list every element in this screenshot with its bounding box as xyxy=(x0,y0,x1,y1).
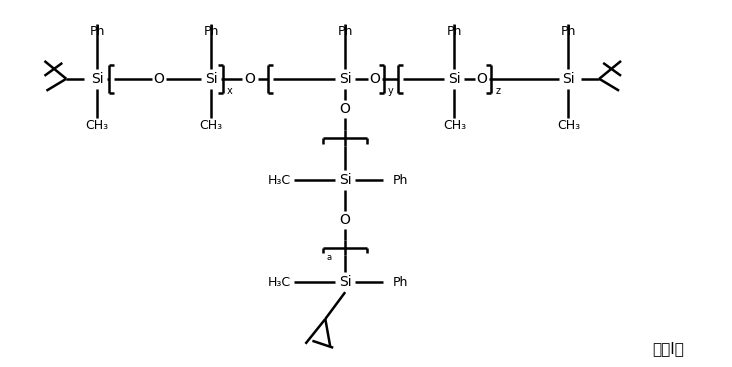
Text: z: z xyxy=(496,86,501,96)
Text: H₃C: H₃C xyxy=(267,276,291,289)
Text: Si: Si xyxy=(448,72,460,86)
Text: CH₃: CH₃ xyxy=(200,119,223,132)
Text: Ph: Ph xyxy=(337,25,353,38)
Text: Si: Si xyxy=(339,173,351,187)
Text: Si: Si xyxy=(339,72,351,86)
Text: Si: Si xyxy=(205,72,217,86)
Text: Ph: Ph xyxy=(393,276,408,289)
Text: Ph: Ph xyxy=(393,174,408,186)
Text: CH₃: CH₃ xyxy=(86,119,108,132)
Text: Si: Si xyxy=(562,72,575,86)
Text: CH₃: CH₃ xyxy=(557,119,580,132)
Text: Ph: Ph xyxy=(89,25,105,38)
Text: 式（I）: 式（I） xyxy=(651,341,684,356)
Text: O: O xyxy=(340,213,351,227)
Text: Ph: Ph xyxy=(561,25,576,38)
Text: O: O xyxy=(370,72,381,86)
Text: H₃C: H₃C xyxy=(267,174,291,186)
Text: O: O xyxy=(244,72,255,86)
Text: Ph: Ph xyxy=(203,25,219,38)
Text: O: O xyxy=(477,72,488,86)
Text: x: x xyxy=(227,86,233,96)
Text: CH₃: CH₃ xyxy=(443,119,466,132)
Text: O: O xyxy=(340,102,351,116)
Text: Si: Si xyxy=(339,275,351,289)
Text: Si: Si xyxy=(91,72,103,86)
Text: Ph: Ph xyxy=(447,25,462,38)
Text: a: a xyxy=(326,253,332,262)
Text: O: O xyxy=(154,72,165,86)
Text: y: y xyxy=(388,86,394,96)
